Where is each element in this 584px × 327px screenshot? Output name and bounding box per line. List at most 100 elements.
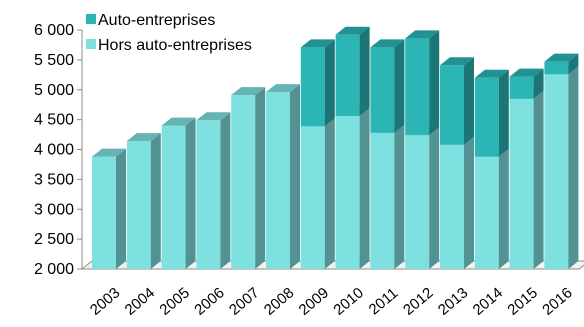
y-tick-label: 5 500 [34, 52, 74, 69]
bar-front [370, 47, 395, 133]
x-tick-label: 2009 [296, 284, 332, 318]
bar-side [464, 57, 474, 145]
legend-swatch [86, 14, 96, 24]
bar-2012-auto [405, 30, 440, 136]
x-tick-label: 2016 [539, 284, 575, 318]
bar-front [474, 156, 499, 269]
bar-top [405, 30, 440, 39]
bar-2014-auto [474, 69, 509, 157]
y-tick-label: 3 000 [34, 201, 74, 218]
x-axis-ticks: 2003200420052006200720082009201020112012… [87, 284, 576, 318]
bar-front [335, 34, 360, 117]
bar-top [92, 148, 126, 157]
x-tick-label: 2014 [470, 284, 506, 318]
y-tick-label: 2 500 [34, 231, 74, 248]
bar-2005-hors-auto [161, 117, 196, 269]
bar-top [126, 133, 161, 142]
bar-side [498, 148, 509, 269]
bar-front [405, 135, 430, 269]
bar-2011-hors-auto [370, 124, 405, 270]
bar-top [196, 112, 231, 121]
bar-2015-auto [509, 68, 544, 99]
bar-top [335, 26, 370, 35]
bar-top [440, 57, 474, 66]
bar-2010-hors-auto [335, 108, 370, 269]
bar-side [498, 69, 509, 157]
bar-side [220, 112, 231, 269]
y-tick-label: 4 000 [34, 142, 74, 159]
bar-2004-hors-auto [126, 133, 161, 269]
x-tick-label: 2011 [366, 285, 402, 319]
bar-front [544, 61, 569, 75]
bar-2003-hors-auto [92, 148, 126, 269]
bar-side [533, 68, 544, 99]
bar-front [440, 144, 464, 269]
bar-2016-hors-auto [544, 66, 579, 269]
bar-2011-auto [370, 39, 405, 133]
bar-front [196, 120, 221, 269]
bar-side [429, 127, 440, 269]
x-tick-label: 2008 [261, 284, 297, 318]
bar-top [370, 39, 405, 48]
bar-front [335, 116, 360, 269]
bar-front [509, 76, 534, 99]
bar-2010-auto [335, 26, 370, 117]
y-tick-label: 2 000 [34, 261, 74, 278]
bar-side [568, 66, 579, 269]
bar-top [474, 69, 509, 78]
bar-side [429, 30, 440, 136]
bar-side [185, 117, 196, 269]
bar-side [150, 133, 161, 269]
x-tick-label: 2012 [400, 284, 436, 318]
legend-swatch [86, 39, 96, 49]
bar-front [440, 65, 464, 145]
bar-2014-hors-auto [474, 148, 509, 269]
bar-side [359, 108, 370, 269]
y-tick-label: 4 500 [34, 112, 74, 129]
x-tick-label: 2005 [156, 284, 192, 318]
bar-2009-auto [300, 39, 335, 127]
bar-top [161, 117, 196, 126]
bar-side [464, 136, 474, 269]
bar-2007-hors-auto [231, 87, 266, 269]
bar-side [290, 84, 300, 269]
x-tick-label: 2007 [226, 284, 262, 318]
bar-2009-hors-auto [300, 118, 335, 269]
bar-top [544, 53, 579, 62]
bar-side [394, 124, 405, 270]
bar-top [231, 87, 266, 96]
bar-side [359, 26, 370, 117]
y-axis-ticks: 2 000 2 500 3 000 3 500 4 000 4 500 5 000 5 500… [34, 22, 82, 278]
bar-front [405, 38, 430, 136]
bar-2012-hors-auto [405, 127, 440, 269]
bar-top [300, 39, 335, 48]
bar-2013-hors-auto [440, 136, 474, 269]
y-tick-label: 6 000 [34, 22, 74, 39]
x-tick-label: 2004 [122, 284, 158, 318]
bar-front [544, 74, 569, 269]
bar-front [370, 132, 395, 269]
bar-2013-auto [440, 57, 474, 145]
x-tick-label: 2013 [435, 284, 471, 318]
bar-front [126, 141, 151, 269]
bar-front [300, 47, 325, 127]
chart-bars [92, 26, 579, 270]
bar-2008-hors-auto [266, 84, 300, 269]
bar-front [231, 95, 256, 269]
bar-front [92, 156, 116, 269]
bar-front [266, 92, 290, 269]
bar-front [474, 77, 499, 157]
bar-front [509, 98, 534, 270]
legend-entry: Hors auto-entreprises [98, 37, 252, 54]
bar-2006-hors-auto [196, 112, 231, 269]
x-tick-label: 2006 [191, 284, 227, 318]
chart-legend: Auto-entreprises Hors auto-entreprises [86, 12, 252, 54]
x-tick-label: 2010 [330, 284, 366, 318]
y-tick-label: 3 500 [34, 171, 74, 188]
bar-front [161, 125, 186, 269]
bar-side [568, 53, 579, 75]
bar-front [300, 126, 325, 269]
x-tick-label: 2003 [87, 284, 123, 318]
bar-top [266, 84, 300, 93]
